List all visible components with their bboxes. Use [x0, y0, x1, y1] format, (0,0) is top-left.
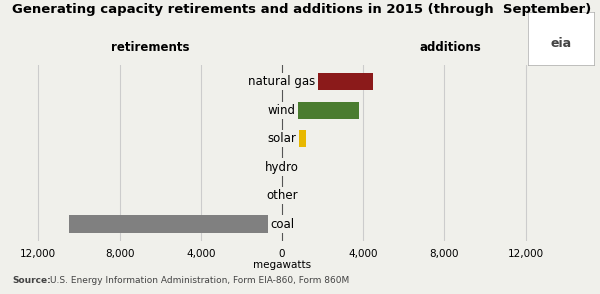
Text: hydro: hydro: [265, 161, 299, 173]
Text: other: other: [266, 189, 298, 202]
Bar: [282, 102, 359, 119]
Bar: [262, 73, 282, 90]
Bar: [279, 158, 282, 176]
Text: eia: eia: [550, 37, 572, 50]
Text: Generating capacity retirements and additions in 2015 (through  September): Generating capacity retirements and addi…: [12, 3, 591, 16]
Bar: [282, 130, 307, 147]
Text: natural gas: natural gas: [248, 75, 316, 88]
Text: wind: wind: [268, 104, 296, 117]
Bar: [282, 73, 373, 90]
Bar: [69, 216, 282, 233]
Bar: [282, 187, 290, 204]
Text: megawatts: megawatts: [253, 260, 311, 270]
Bar: [264, 187, 282, 204]
Text: U.S. Energy Information Administration, Form EIA-860, Form 860M: U.S. Energy Information Administration, …: [50, 276, 349, 285]
Text: solar: solar: [268, 132, 296, 145]
Text: additions: additions: [419, 41, 481, 54]
Text: Source:: Source:: [12, 276, 51, 285]
Bar: [282, 158, 285, 176]
Text: retirements: retirements: [111, 41, 189, 54]
Text: coal: coal: [270, 218, 294, 230]
